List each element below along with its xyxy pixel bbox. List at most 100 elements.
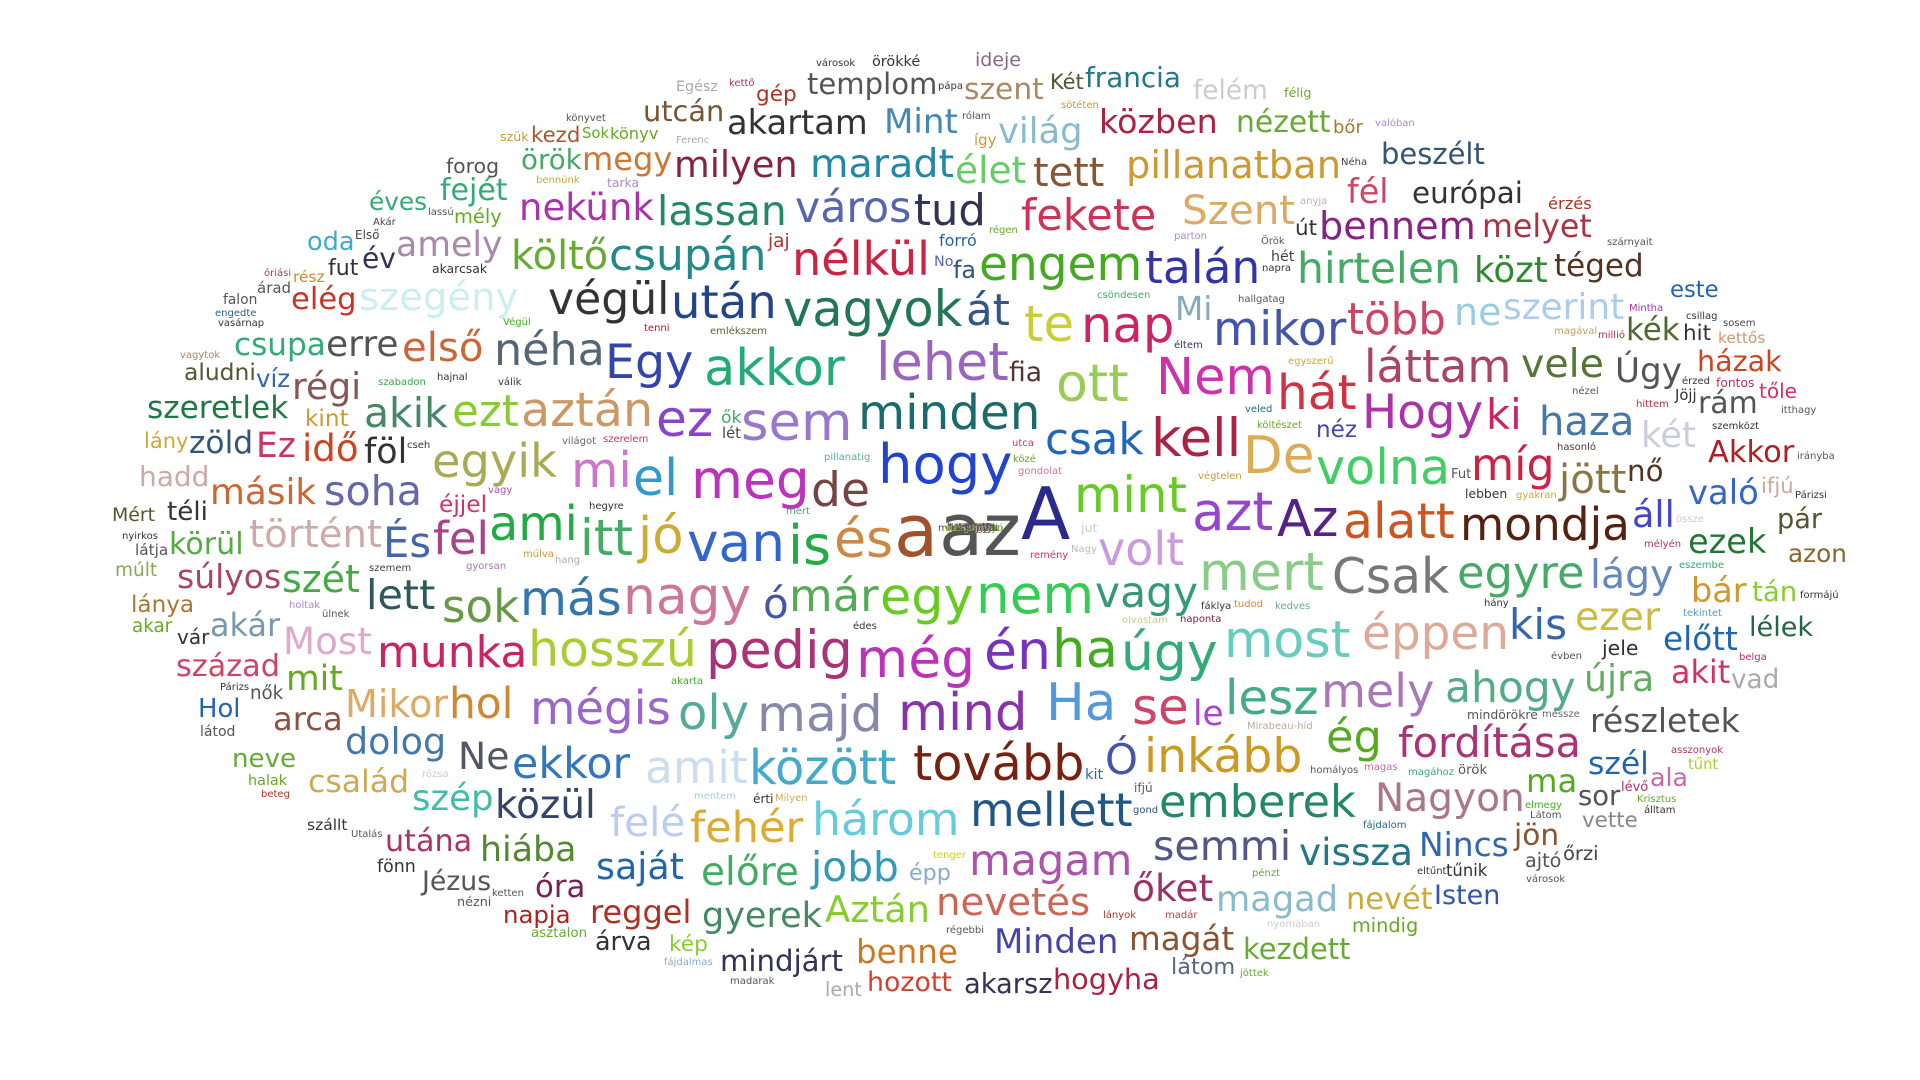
- cloud-word: Francia: [958, 523, 995, 534]
- cloud-word: szállt: [307, 816, 348, 834]
- cloud-word: Hogy: [1362, 386, 1484, 440]
- cloud-word: tett: [1033, 150, 1105, 196]
- cloud-word: beteg: [261, 789, 290, 800]
- cloud-word: arca: [273, 700, 343, 738]
- cloud-word: árad: [257, 279, 292, 297]
- cloud-word: szerint: [1503, 287, 1625, 328]
- cloud-word: meg: [691, 448, 810, 511]
- cloud-word: eltűnt: [1417, 866, 1447, 877]
- cloud-word: örök: [1458, 763, 1488, 778]
- cloud-word: napra: [1262, 263, 1292, 274]
- cloud-word: Milyen: [775, 793, 808, 804]
- cloud-word: régebbi: [946, 925, 985, 936]
- cloud-word: francia: [1085, 61, 1181, 94]
- cloud-word: Minden: [994, 922, 1119, 962]
- cloud-word: Egész: [676, 79, 718, 95]
- cloud-word: kis: [1509, 600, 1568, 649]
- cloud-word: érzés: [1548, 194, 1592, 213]
- cloud-word: vagytok: [180, 350, 221, 361]
- cloud-word: tán: [1752, 575, 1798, 608]
- cloud-word: se: [1132, 678, 1189, 736]
- cloud-word: víz: [256, 364, 291, 393]
- cloud-word: jön: [1514, 818, 1560, 852]
- cloud-word: hogyha: [1053, 962, 1160, 996]
- cloud-word: messze: [1542, 709, 1580, 720]
- cloud-word: gyorsan: [466, 561, 507, 572]
- cloud-word: lassan: [657, 187, 787, 235]
- cloud-word: hever: [961, 523, 990, 534]
- cloud-word: világ: [998, 111, 1083, 152]
- cloud-word: utca: [1012, 438, 1034, 449]
- cloud-word: akarsz: [964, 969, 1053, 1000]
- cloud-word: közben: [1099, 102, 1218, 141]
- cloud-word: megy: [582, 140, 673, 178]
- cloud-word: hadd: [139, 460, 210, 493]
- cloud-word: fordítása: [1398, 718, 1581, 767]
- cloud-word: majd: [757, 684, 883, 743]
- cloud-word: benne: [856, 933, 958, 971]
- cloud-word: mélyén: [1644, 539, 1682, 550]
- cloud-word: hang: [555, 555, 581, 566]
- cloud-word: mert: [1199, 543, 1324, 603]
- cloud-word: Aztán: [825, 888, 931, 931]
- cloud-word: mégis: [530, 681, 671, 735]
- cloud-word: hiába: [480, 830, 577, 870]
- cloud-word: végül: [548, 274, 670, 325]
- cloud-word: kell: [1151, 408, 1242, 469]
- cloud-word: a: [894, 489, 939, 573]
- cloud-word: idő: [302, 427, 359, 470]
- cloud-word: anyja: [1300, 196, 1328, 207]
- cloud-word: pillanatban: [1126, 143, 1342, 188]
- cloud-word: ma: [1526, 762, 1578, 800]
- cloud-word: álltam: [1644, 805, 1676, 816]
- cloud-word: sötéten: [1061, 100, 1099, 111]
- cloud-word: pápa: [938, 81, 963, 92]
- cloud-word: néha: [494, 325, 605, 376]
- cloud-word: korán: [963, 523, 992, 534]
- cloud-word: sok: [442, 580, 520, 633]
- cloud-word: Párizsi: [1795, 490, 1827, 501]
- cloud-word: mindannyian: [938, 523, 1004, 534]
- cloud-word: másik: [210, 472, 317, 513]
- cloud-word: éltem: [1174, 340, 1203, 351]
- cloud-word: most: [1224, 610, 1351, 669]
- cloud-word: sem: [741, 392, 853, 453]
- cloud-word: fölfelé: [961, 523, 993, 534]
- cloud-word: rész: [293, 268, 325, 286]
- cloud-word: akit: [1671, 654, 1731, 691]
- cloud-word: előre: [701, 850, 799, 895]
- cloud-word: ez: [656, 389, 714, 448]
- cloud-word: ők: [721, 408, 742, 428]
- cloud-word: Mint: [884, 102, 958, 142]
- cloud-word: Az: [1277, 489, 1339, 548]
- cloud-word: város: [795, 183, 912, 233]
- cloud-word: mindörökre: [1467, 707, 1538, 722]
- cloud-word: súlyos: [177, 557, 282, 596]
- cloud-word: nélkül: [792, 232, 930, 286]
- cloud-word: pár: [1777, 504, 1823, 535]
- cloud-word: lélek: [1749, 612, 1814, 643]
- cloud-word: szeretlek: [147, 390, 289, 426]
- cloud-word: több: [1347, 295, 1446, 345]
- cloud-word: ahogy: [1445, 663, 1576, 712]
- cloud-word: bőr: [1333, 117, 1363, 138]
- cloud-word: milyen: [674, 143, 798, 186]
- cloud-word: oly: [678, 685, 750, 741]
- cloud-word: szét: [282, 557, 360, 601]
- cloud-word: érzed: [1682, 376, 1711, 387]
- cloud-word: így: [974, 131, 997, 149]
- cloud-word: jut: [1081, 520, 1098, 535]
- cloud-word: vad: [1731, 665, 1780, 695]
- cloud-word: mi: [571, 443, 632, 499]
- cloud-word: tudod: [1234, 599, 1264, 610]
- cloud-word: ég: [1326, 711, 1382, 763]
- cloud-word: tenni: [644, 323, 670, 334]
- cloud-word: eszembe: [1679, 560, 1725, 571]
- cloud-word: magad: [1216, 879, 1339, 920]
- cloud-word: ezt: [452, 387, 519, 437]
- cloud-word: kék: [1626, 312, 1680, 348]
- cloud-word: cseh: [407, 440, 431, 451]
- cloud-word: saját: [596, 845, 684, 888]
- cloud-word: tengerbe: [949, 522, 995, 533]
- cloud-word: nyirkos: [122, 531, 158, 542]
